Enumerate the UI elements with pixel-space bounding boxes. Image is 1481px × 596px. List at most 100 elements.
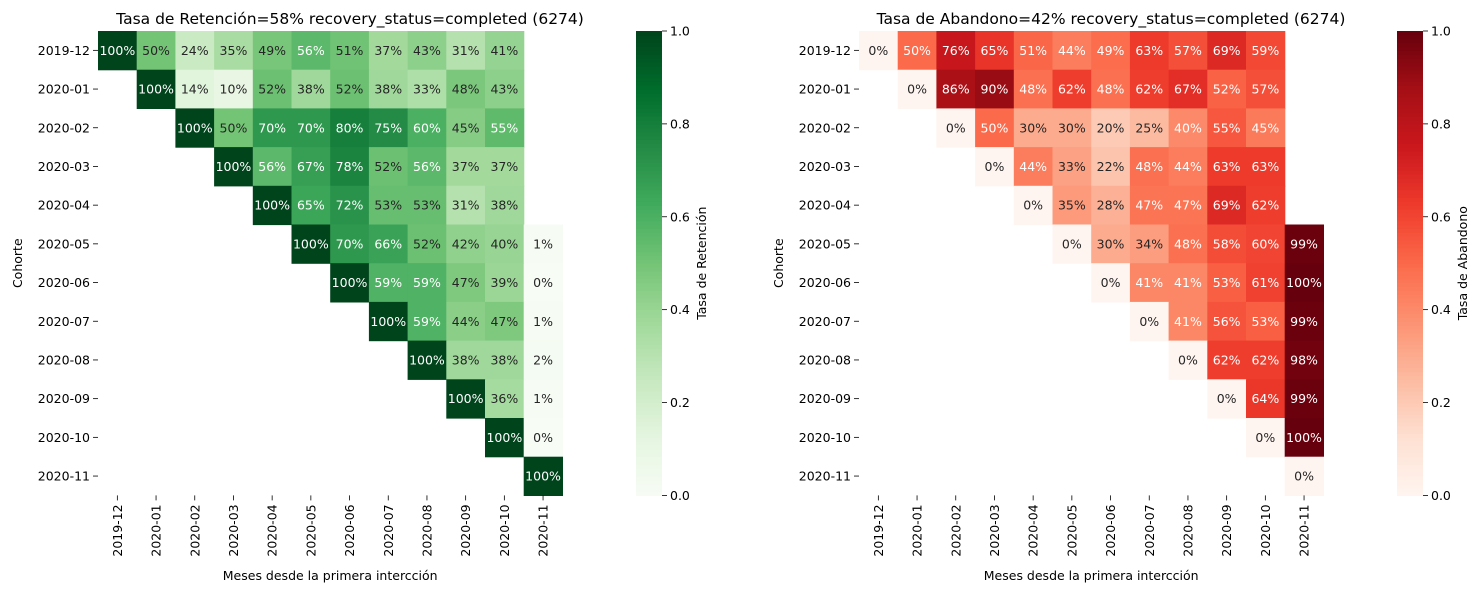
heatmap-cell xyxy=(1013,31,1054,71)
heatmap-cell xyxy=(523,340,563,380)
cell-value-label: 65% xyxy=(297,198,325,213)
heatmap-cell xyxy=(1207,224,1247,264)
colorbar-gradient-segment xyxy=(636,441,662,446)
cell-value-label: 41% xyxy=(1174,314,1202,329)
colorbar-gradient-segment xyxy=(636,367,662,373)
heatmap-cell xyxy=(136,69,176,109)
heatmap-cell xyxy=(1168,147,1208,187)
x-tick-label: 2020-04 xyxy=(1026,504,1041,556)
cell-value-label: 63% xyxy=(1135,43,1163,58)
heatmap-cell xyxy=(1129,147,1170,187)
colorbar-gradient-segment xyxy=(1397,336,1423,342)
colorbar-gradient-segment xyxy=(636,464,662,469)
heatmap-cell xyxy=(291,69,331,109)
cell-value-label: 30% xyxy=(1019,120,1047,135)
y-tick-label: 2020-10 xyxy=(38,430,90,445)
colorbar-gradient-segment xyxy=(636,154,662,160)
heatmap-cell xyxy=(446,108,486,148)
heatmap-cell xyxy=(1207,108,1247,148)
cell-value-label: 53% xyxy=(1251,314,1279,329)
cell-value-label: 56% xyxy=(413,159,441,174)
heatmap-cell xyxy=(523,224,563,264)
cell-value-label: 100% xyxy=(216,159,252,174)
cell-value-label: 90% xyxy=(981,82,1009,97)
heatmap-cell xyxy=(1091,147,1131,187)
heatmap-cell xyxy=(936,31,976,71)
colorbar-gradient-segment xyxy=(636,81,662,86)
cell-value-label: 70% xyxy=(336,236,364,251)
cell-value-label: 0% xyxy=(1062,236,1082,251)
x-tick-label: 2020-06 xyxy=(1103,504,1118,556)
heatmap-cell xyxy=(368,263,409,303)
y-tick-label: 2020-01 xyxy=(38,82,90,97)
colorbar-gradient-segment xyxy=(636,414,662,419)
cell-value-label: 69% xyxy=(1213,43,1241,58)
heatmap-cell xyxy=(407,301,447,342)
colorbar-gradient-segment xyxy=(636,278,662,284)
heatmap-cell xyxy=(1091,108,1131,148)
heatmap-cell xyxy=(446,301,486,342)
colorbar-gradient-segment xyxy=(1397,135,1423,140)
x-tick-label: 2020-04 xyxy=(265,504,280,556)
colorbar-gradient-segment xyxy=(636,363,662,369)
cell-value-label: 49% xyxy=(258,43,286,58)
cell-value-label: 36% xyxy=(490,391,518,406)
colorbar-gradient-segment xyxy=(636,336,662,342)
cell-value-label: 0% xyxy=(868,43,888,58)
colorbar-gradient-segment xyxy=(636,476,662,481)
cell-value-label: 60% xyxy=(1251,236,1279,251)
colorbar-gradient-segment xyxy=(1397,479,1423,485)
colorbar-gradient-segment xyxy=(1397,282,1423,288)
heatmap-cell xyxy=(1168,301,1208,342)
cell-value-label: 0% xyxy=(533,275,553,290)
colorbar-gradient-segment xyxy=(1397,50,1423,55)
y-tick-label: 2020-09 xyxy=(38,391,90,406)
cell-value-label: 78% xyxy=(336,159,364,174)
colorbar-gradient-segment xyxy=(636,116,662,121)
heatmap-cell xyxy=(523,418,563,458)
cell-value-label: 100% xyxy=(486,430,522,445)
colorbar-gradient-segment xyxy=(636,356,662,361)
heatmap-cell xyxy=(975,31,1015,71)
colorbar-gradient-segment xyxy=(1397,367,1423,373)
cell-value-label: 1% xyxy=(533,236,553,251)
colorbar-gradient-segment xyxy=(636,387,662,392)
cell-value-label: 47% xyxy=(1135,198,1163,213)
heatmap-cell xyxy=(1246,108,1286,148)
colorbar-gradient-segment xyxy=(1397,112,1423,117)
colorbar-gradient-segment xyxy=(1397,263,1423,268)
colorbar-tick-label: 0.4 xyxy=(670,302,690,317)
cell-value-label: 63% xyxy=(1213,159,1241,174)
colorbar-gradient-segment xyxy=(1397,328,1423,334)
colorbar-gradient-segment xyxy=(1397,232,1423,237)
heatmap-cell xyxy=(523,379,563,419)
cell-value-label: 14% xyxy=(181,82,209,97)
cell-value-label: 20% xyxy=(1097,120,1125,135)
colorbar-gradient-segment xyxy=(636,437,662,442)
heatmap-cell xyxy=(214,147,254,187)
colorbar-gradient-segment xyxy=(636,209,662,214)
colorbar-gradient-segment xyxy=(636,371,662,377)
heatmap-cell xyxy=(446,147,486,187)
cell-value-label: 52% xyxy=(1213,82,1241,97)
colorbar-gradient-segment xyxy=(1397,120,1423,125)
colorbar-gradient-segment xyxy=(1397,216,1423,222)
x-tick-label: 2020-09 xyxy=(458,504,473,556)
colorbar-gradient-segment xyxy=(636,483,662,489)
colorbar-gradient-segment xyxy=(1397,379,1423,384)
heatmap-cell xyxy=(523,456,563,496)
heatmap-cell xyxy=(485,418,525,458)
colorbar-gradient-segment xyxy=(636,174,662,179)
colorbar-gradient-segment xyxy=(1397,294,1423,299)
colorbar-gradient-segment xyxy=(1397,274,1423,280)
cell-value-label: 58% xyxy=(1213,236,1241,251)
colorbar-gradient-segment xyxy=(636,305,662,311)
x-axis-label: Meses desde la primera intercción xyxy=(223,568,438,583)
heatmap-cell xyxy=(897,31,937,71)
colorbar-gradient-segment xyxy=(636,344,662,349)
colorbar-gradient-segment xyxy=(1397,38,1423,44)
heatmap-cell xyxy=(407,340,447,380)
cell-value-label: 56% xyxy=(258,159,286,174)
heatmap-cell xyxy=(368,301,409,342)
